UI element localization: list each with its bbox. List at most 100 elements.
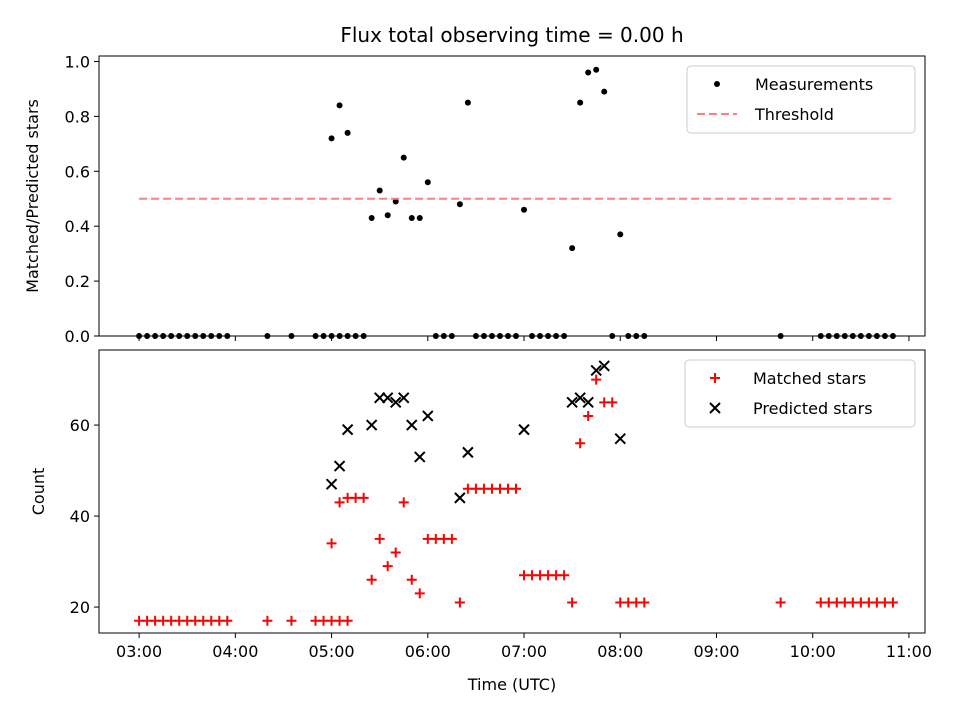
legend-box bbox=[686, 65, 916, 134]
y-tick-label: 60 bbox=[70, 416, 90, 435]
measurement-point bbox=[216, 333, 223, 339]
x-tick-label: 09:00 bbox=[693, 642, 739, 661]
predicted-star-point bbox=[422, 410, 434, 422]
predicted-star-point bbox=[454, 492, 466, 504]
matched-star-point bbox=[406, 574, 417, 585]
matched-star-point bbox=[887, 597, 898, 608]
measurement-point bbox=[553, 333, 560, 339]
matched-star-point bbox=[639, 597, 650, 608]
matched-star-point bbox=[511, 483, 522, 494]
predicted-star-point bbox=[381, 392, 394, 404]
measurement-point bbox=[200, 333, 207, 339]
predicted-star-point bbox=[582, 396, 594, 409]
matched-star-point bbox=[446, 533, 457, 544]
predicted-star-point bbox=[341, 423, 354, 436]
y-tick-label: 0.6 bbox=[65, 162, 90, 181]
measurement-point bbox=[368, 214, 375, 221]
x-tick-label: 10:00 bbox=[790, 642, 836, 661]
measurement-point bbox=[529, 333, 536, 339]
measurement-point bbox=[464, 99, 471, 106]
legend-label: Matched stars bbox=[753, 369, 866, 388]
predicted-star-point bbox=[614, 433, 626, 445]
measurement-point bbox=[865, 333, 872, 339]
legend-box bbox=[684, 359, 916, 428]
matched-star-point bbox=[567, 597, 578, 608]
bottom-legend: Matched stars Predicted stars bbox=[684, 359, 916, 428]
matched-star-point bbox=[382, 561, 393, 572]
measurement-point bbox=[513, 333, 520, 339]
measurement-point bbox=[144, 333, 151, 339]
measurement-point bbox=[392, 198, 399, 205]
matched-star-point bbox=[366, 574, 377, 585]
measurement-point bbox=[344, 333, 351, 339]
predicted-star-point bbox=[590, 364, 602, 377]
measurement-point bbox=[160, 333, 167, 339]
y-axis-label: Count bbox=[29, 468, 48, 516]
legend-label: Predicted stars bbox=[753, 399, 873, 418]
measurement-point bbox=[376, 187, 383, 194]
y-tick-label: 1.0 bbox=[65, 52, 90, 71]
figure-title: Flux total observing time = 0.00 h bbox=[340, 23, 683, 47]
bottom-axes-frame bbox=[98, 349, 926, 634]
matched-star-point bbox=[374, 533, 385, 544]
x-tick-label: 11:00 bbox=[886, 642, 932, 661]
measurement-point bbox=[873, 333, 880, 339]
predicted-star-point bbox=[398, 392, 410, 404]
matched-star-point bbox=[286, 615, 297, 626]
measurement-point bbox=[857, 333, 864, 339]
matched-star-point bbox=[775, 597, 786, 608]
measurement-point bbox=[184, 333, 191, 339]
measurement-point bbox=[400, 154, 407, 161]
measurement-point bbox=[344, 129, 351, 136]
measurement-point bbox=[424, 179, 431, 186]
measurement-point bbox=[577, 99, 584, 106]
predicted-star-point bbox=[566, 396, 578, 409]
measurement-point bbox=[288, 333, 295, 339]
y-tick-label: 0.4 bbox=[65, 217, 90, 236]
measurement-point bbox=[825, 333, 832, 339]
matched-star-point bbox=[591, 374, 602, 385]
x-tick-label: 04:00 bbox=[212, 642, 258, 661]
y-tick-label: 40 bbox=[70, 507, 90, 526]
measurement-point bbox=[320, 333, 327, 339]
measurement-point bbox=[480, 333, 487, 339]
matched-star-point bbox=[390, 547, 401, 558]
predicted-star-point bbox=[325, 478, 338, 490]
measurement-point bbox=[585, 69, 592, 76]
measurement-point bbox=[168, 333, 175, 339]
matched-star-point bbox=[342, 615, 353, 626]
measurement-point bbox=[352, 333, 359, 339]
measurement-point bbox=[224, 333, 231, 339]
matched-star-point bbox=[414, 588, 425, 599]
matched-star-point bbox=[607, 397, 618, 408]
x-tick-label: 07:00 bbox=[501, 642, 547, 661]
measurement-point bbox=[152, 333, 159, 339]
measurement-point bbox=[472, 333, 479, 339]
measurement-point bbox=[416, 214, 423, 221]
matched-star-point bbox=[326, 538, 337, 549]
bottom-panel: 03:00 04:00 05:00 06:00 07:00 08:00 09:00 10:00… bbox=[29, 349, 932, 694]
x-axis-label: Time (UTC) bbox=[467, 675, 556, 694]
top-panel: 0.0 0.2 0.4 0.6 0.8 1.0 Matched/Predicted star… bbox=[23, 52, 926, 346]
measurement-point bbox=[440, 333, 447, 339]
x-tick-label: 05:00 bbox=[309, 642, 355, 661]
measurement-point bbox=[192, 333, 199, 339]
measurement-point bbox=[609, 333, 616, 339]
measurement-point bbox=[545, 333, 552, 339]
measurement-point bbox=[176, 333, 183, 339]
measurement-point bbox=[504, 333, 511, 339]
predicted-star-point bbox=[390, 396, 402, 409]
measurement-point bbox=[496, 333, 503, 339]
measurement-point bbox=[328, 333, 335, 339]
matched-star-point bbox=[398, 497, 409, 508]
legend-marker-matched bbox=[710, 373, 720, 383]
matched-star-point bbox=[222, 615, 233, 626]
legend-label: Threshold bbox=[754, 105, 834, 124]
measurement-point bbox=[817, 333, 824, 339]
x-tick-label: 06:00 bbox=[405, 642, 451, 661]
measurement-point bbox=[561, 333, 568, 339]
measurement-point bbox=[432, 333, 439, 339]
measurement-point bbox=[456, 201, 463, 208]
measurement-point bbox=[264, 333, 271, 339]
